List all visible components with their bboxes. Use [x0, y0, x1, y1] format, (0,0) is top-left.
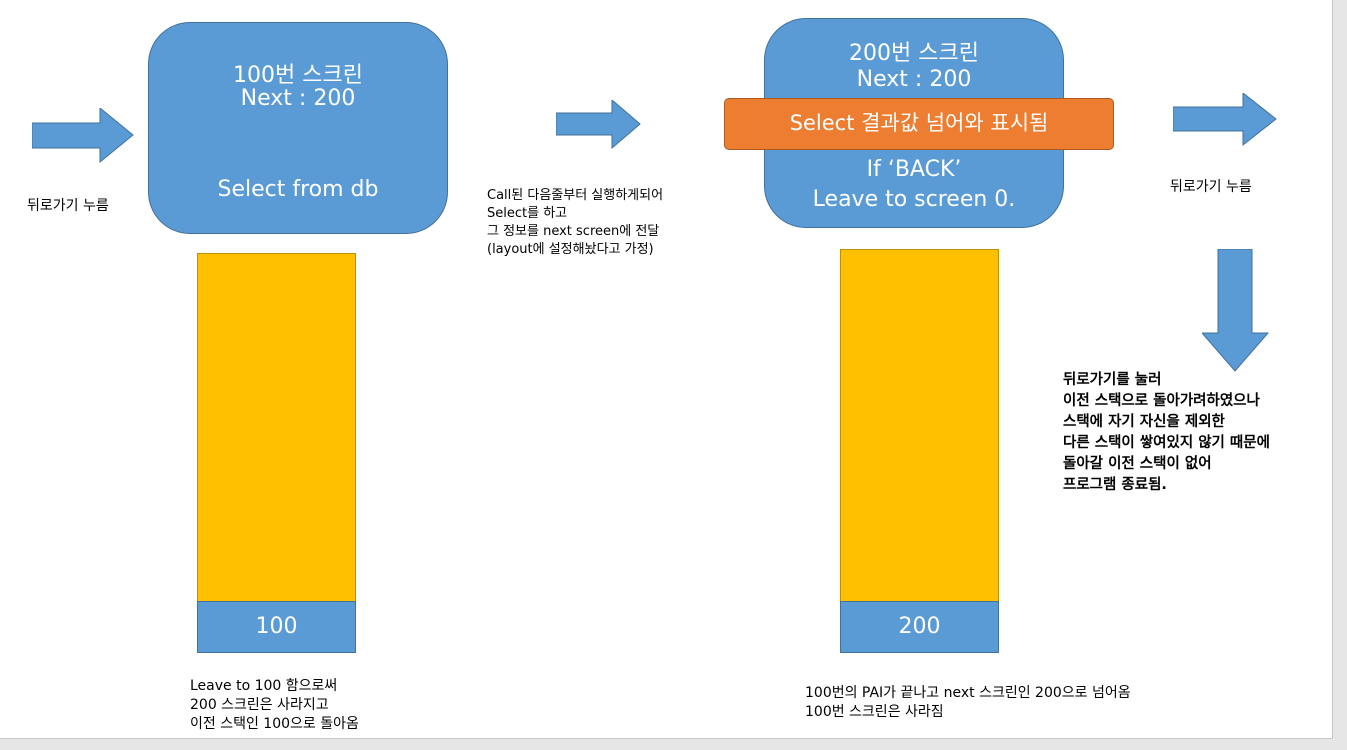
stack-base-200: 200 [840, 601, 999, 653]
note-bottom-right: 100번의 PAI가 끝나고 next 스크린인 200으로 넘어옴 100번 … [805, 684, 1131, 722]
line: 뒤로가기를 눌러 [1063, 372, 1162, 388]
note-back-left: 뒤로가기 누름 [27, 198, 109, 214]
line: Leave to 100 함으로써 [190, 678, 338, 694]
line: Select를 하고 [487, 206, 568, 221]
note-call: Call된 다음줄부터 실행하게되어 Select를 하고 그 정보를 next… [487, 187, 663, 259]
line: (layout에 설정해놨다고 가정) [487, 242, 654, 257]
screen-100-next: Next : 200 [240, 86, 356, 111]
line: 그 정보를 next screen에 전달 [487, 224, 660, 239]
arrow-right-icon [32, 108, 134, 163]
line: 이전 스택인 100으로 돌아옴 [190, 716, 359, 732]
stack-base-100: 100 [197, 601, 356, 653]
line: Call된 다음줄부터 실행하게되어 [487, 188, 664, 203]
line: 스택에 자기 자신을 제외한 [1063, 414, 1225, 430]
arrow-right-icon [556, 100, 641, 149]
note-bottom-left: Leave to 100 함으로써 200 스크린은 사라지고 이전 스택인 1… [190, 677, 359, 734]
screen-100-action: Select from db [217, 177, 379, 202]
stack-bar-200 [840, 249, 999, 602]
arrow-down-icon [1202, 249, 1270, 372]
screen-200-title: 200번 스크린 [849, 41, 979, 66]
note-result: 뒤로가기를 눌러 이전 스택으로 돌아가려하였으나 스택에 자기 자신을 제외한… [1063, 370, 1270, 496]
line: 돌아갈 이전 스택이 없어 [1063, 456, 1212, 472]
select-result-banner: Select 결과값 넘어와 표시됨 [724, 98, 1114, 150]
slide: 뒤로가기 누름 100번 스크린 Next : 200 Select from … [0, 0, 1333, 739]
screen-200-next: Next : 200 [856, 67, 972, 92]
line: 이전 스택으로 돌아가려하였으나 [1063, 393, 1260, 409]
note-back-right: 뒤로가기 누름 [1170, 179, 1252, 195]
screen-200-cond: If ‘BACK’ [866, 157, 962, 182]
line: 다른 스택이 쌓여있지 않기 때문에 [1063, 435, 1270, 451]
arrow-right-icon [1173, 93, 1277, 147]
line: 프로그램 종료됨. [1063, 477, 1167, 493]
line: 100번 스크린은 사라짐 [805, 704, 944, 720]
line: 100번의 PAI가 끝나고 next 스크린인 200으로 넘어옴 [805, 685, 1131, 701]
stack-bar-100 [197, 253, 356, 602]
screen-100-title: 100번 스크린 [233, 63, 363, 88]
screen-200-leave: Leave to screen 0. [812, 187, 1016, 212]
screen-100-box: 100번 스크린 Next : 200 Select from db [148, 22, 448, 234]
line: 200 스크린은 사라지고 [190, 697, 329, 713]
